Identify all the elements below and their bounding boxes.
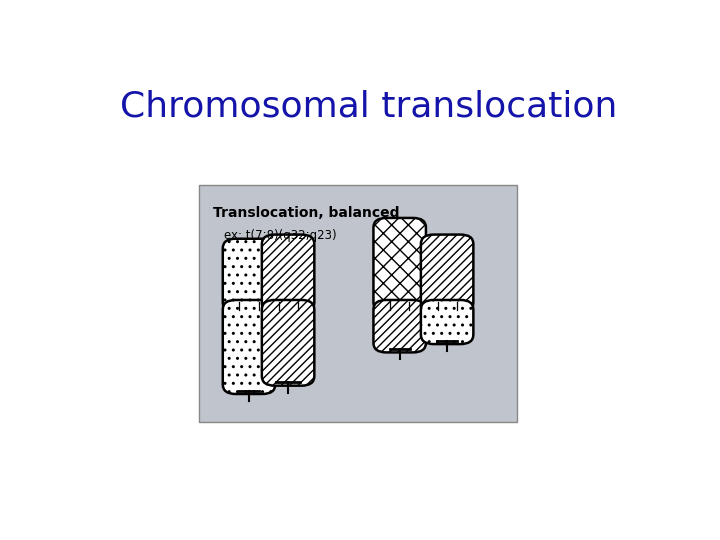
FancyBboxPatch shape xyxy=(222,300,275,394)
Text: Translocation, balanced: Translocation, balanced xyxy=(213,206,400,220)
FancyBboxPatch shape xyxy=(421,234,473,312)
FancyBboxPatch shape xyxy=(374,218,426,312)
FancyBboxPatch shape xyxy=(222,239,275,312)
Text: Chromosomal translocation: Chromosomal translocation xyxy=(120,90,618,123)
Text: ex: t(7;8)(q32;q23): ex: t(7;8)(q32;q23) xyxy=(224,229,336,242)
Bar xyxy=(199,185,517,422)
FancyBboxPatch shape xyxy=(262,300,315,386)
FancyBboxPatch shape xyxy=(421,300,473,344)
FancyBboxPatch shape xyxy=(374,300,426,353)
FancyBboxPatch shape xyxy=(262,234,315,312)
